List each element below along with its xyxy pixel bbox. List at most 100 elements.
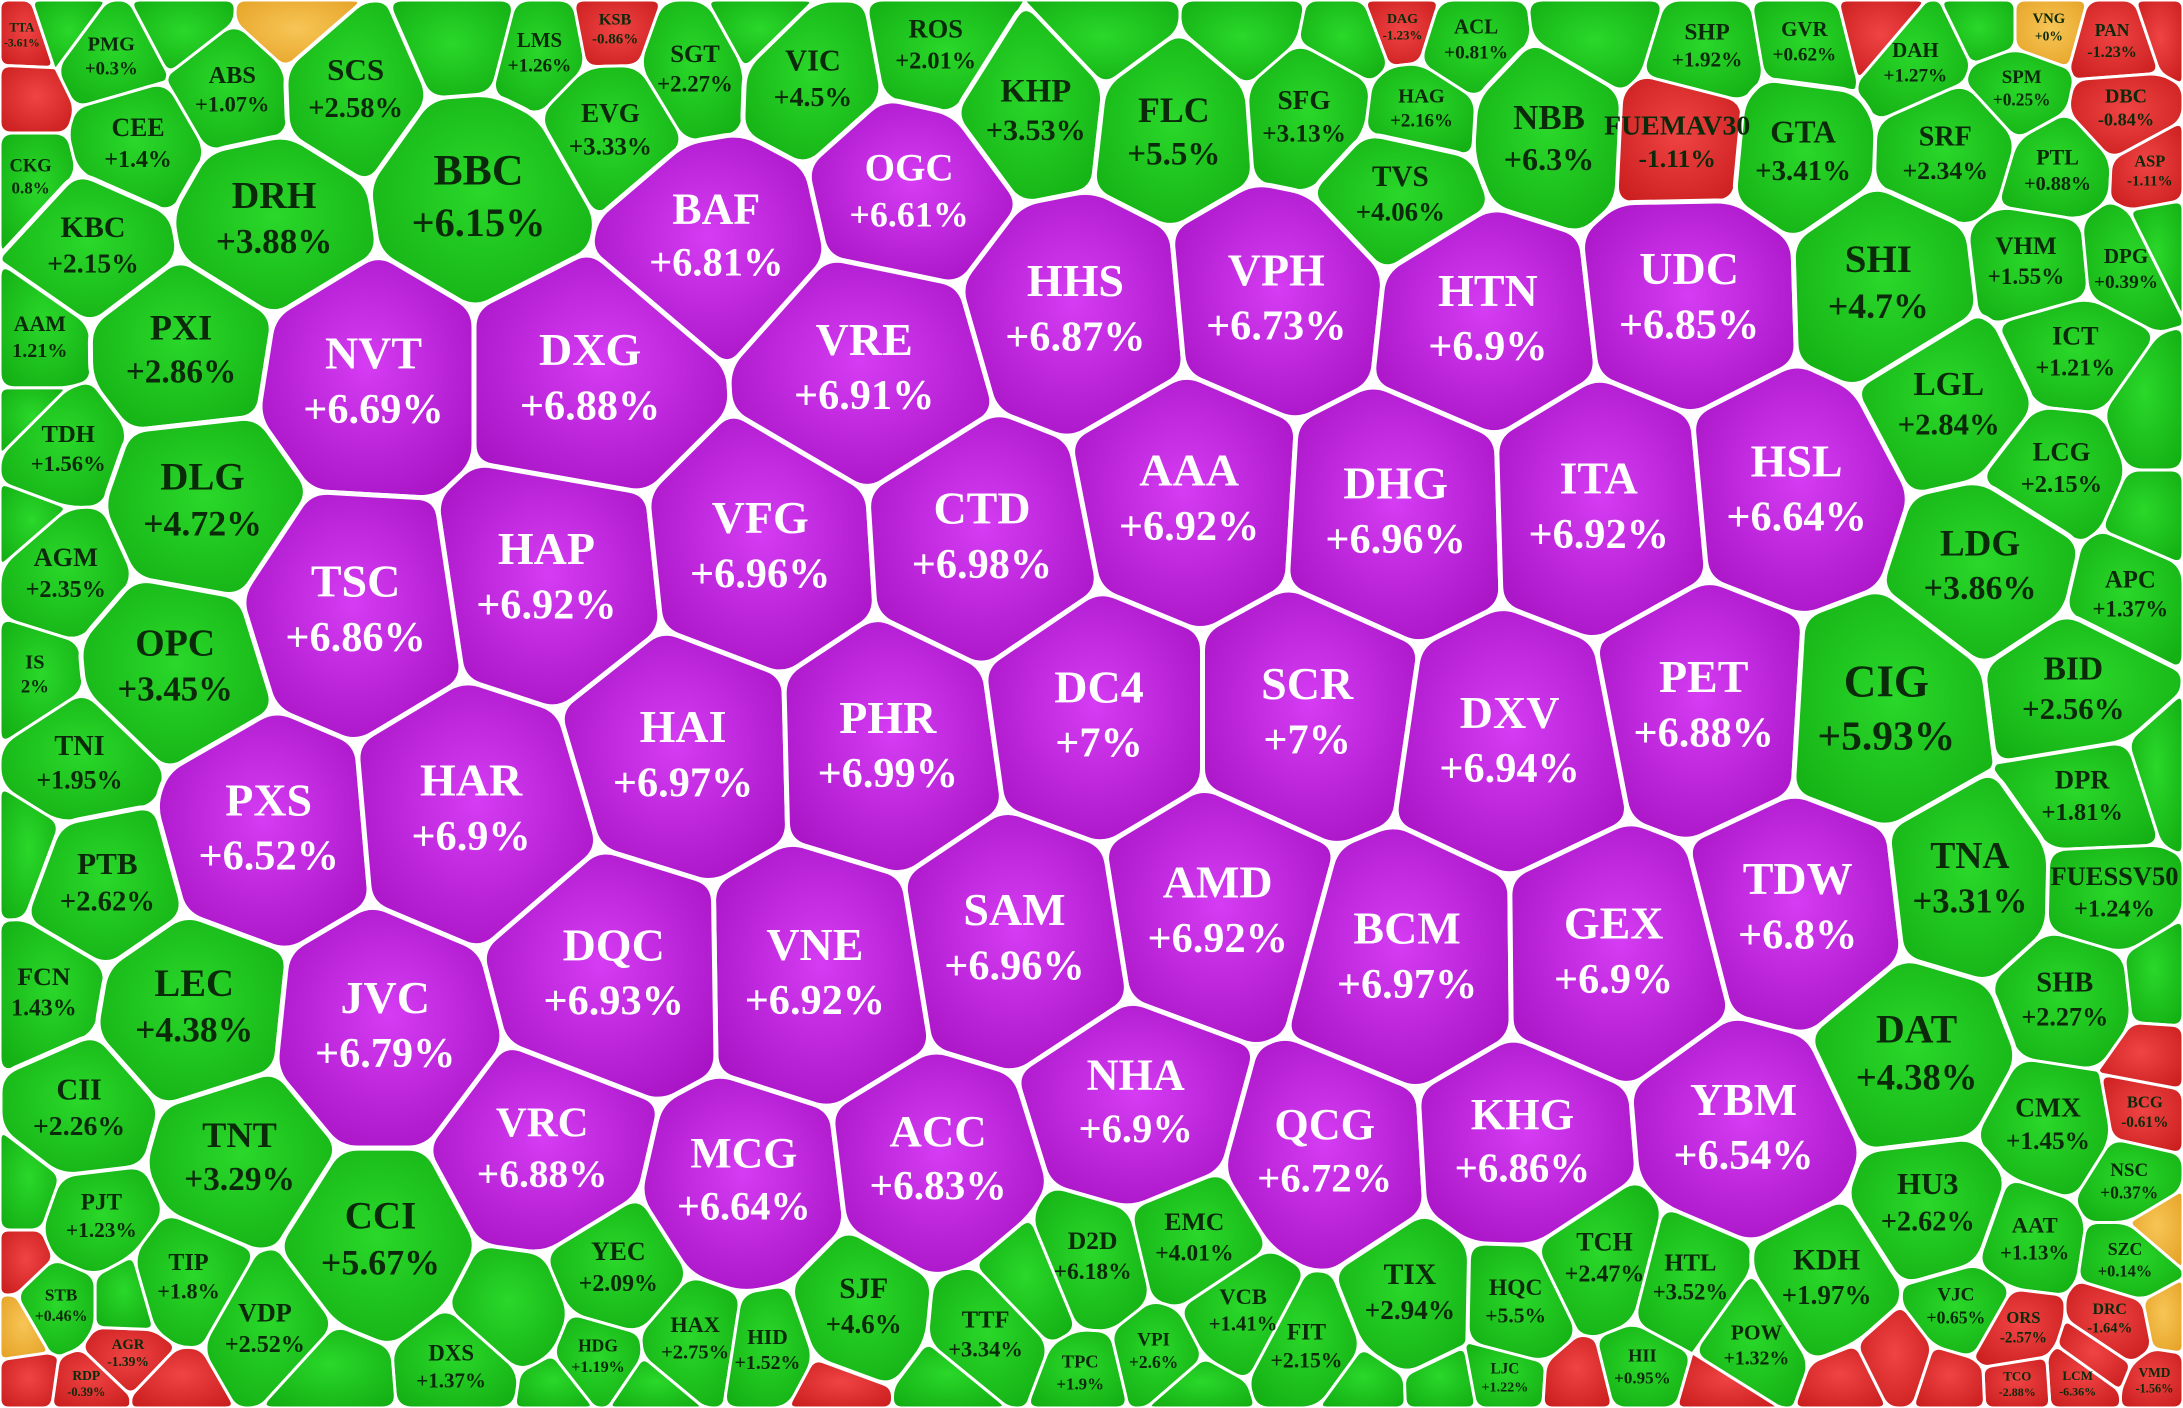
change-label-tnt: +3.29% — [184, 1161, 295, 1198]
change-label-hid: +1.52% — [735, 1352, 801, 1374]
ticker-label-cmx: CMX — [2015, 1092, 2081, 1123]
cell-vpi[interactable] — [1111, 1301, 1202, 1408]
heatmap-filler-cell — [2129, 1190, 2183, 1269]
ticker-label-dxv: DXV — [1460, 687, 1560, 738]
change-label-drh: +3.88% — [216, 222, 332, 261]
ticker-label-vpi: VPI — [1137, 1330, 1170, 1351]
heatmap-labels: TTA -3.61% PMG +0.3% ABS +1.07% SCS +2.58% SGT +2… — [4, 10, 2179, 1400]
ticker-label-pan: PAN — [2095, 20, 2130, 40]
ticker-label-aat: AAT — [2012, 1212, 2058, 1237]
change-label-hax: +2.75% — [661, 1341, 729, 1363]
cell-hag[interactable] — [1365, 62, 1477, 156]
ticker-label-hsl: HSL — [1751, 435, 1843, 486]
ticker-label-ybm: YBM — [1690, 1074, 1797, 1125]
change-label-shb: +2.27% — [2021, 1002, 2108, 1031]
heatmap-filler-cell — [2102, 468, 2183, 564]
ticker-label-yec: YEC — [591, 1237, 646, 1266]
change-label-udc: +6.85% — [1619, 301, 1759, 348]
ticker-label-dlg: DLG — [160, 455, 245, 498]
change-label-vre: +6.91% — [794, 372, 934, 419]
ticker-label-vmd: VMD — [2139, 1365, 2171, 1380]
change-label-vcb: +1.41% — [1209, 1313, 1278, 1335]
ticker-label-ttf: TTF — [962, 1307, 1010, 1334]
ticker-label-hdg: HDG — [578, 1335, 618, 1355]
change-label-dhg: +6.96% — [1325, 516, 1465, 563]
ticker-label-vic: VIC — [785, 43, 841, 77]
change-label-vic: +4.5% — [774, 82, 853, 113]
change-label-fit: +2.15% — [1271, 1348, 1343, 1372]
ticker-label-ctd: CTD — [933, 483, 1030, 534]
change-label-pjt: +1.23% — [66, 1218, 137, 1242]
ticker-label-ors: ORS — [2006, 1308, 2040, 1327]
change-label-ldg: +3.86% — [1924, 570, 2037, 607]
ticker-label-opc: OPC — [135, 623, 215, 665]
ticker-label-spm: SPM — [2002, 67, 2042, 88]
change-label-cci: +5.67% — [321, 1243, 440, 1283]
cell-fit[interactable] — [1248, 1269, 1360, 1408]
cell-dah[interactable] — [1855, 0, 1971, 120]
ticker-label-srf: SRF — [1919, 122, 1972, 153]
ticker-label-tix: TIX — [1384, 1259, 1437, 1291]
cell-is[interactable] — [0, 618, 85, 742]
ticker-label-nbb: NBB — [1513, 98, 1585, 137]
change-label-ljc: +1.22% — [1482, 1379, 1529, 1395]
change-label-vdp: +2.52% — [225, 1332, 305, 1358]
ticker-label-sjf: SJF — [839, 1273, 888, 1305]
change-label-shp: +1.92% — [1672, 48, 1743, 72]
ticker-label-lec: LEC — [154, 963, 234, 1005]
change-label-vph: +6.73% — [1206, 303, 1346, 350]
heatmap-filler-cell — [0, 386, 66, 454]
ticker-label-pxs: PXS — [225, 774, 312, 825]
ticker-label-rdp: RDP — [72, 1368, 100, 1383]
ticker-label-hax: HAX — [670, 1312, 720, 1337]
ticker-label-d2d: D2D — [1068, 1226, 1118, 1255]
ticker-label-ptb: PTB — [77, 846, 137, 881]
heatmap-filler-cell — [0, 1293, 49, 1361]
cell-dxv[interactable] — [1393, 606, 1629, 877]
ticker-label-vre: VRE — [816, 314, 913, 365]
change-label-emc: +4.01% — [1155, 1241, 1233, 1267]
change-label-tna: +3.31% — [1913, 883, 2028, 921]
change-label-jvc: +6.79% — [315, 1030, 455, 1077]
heatmap-filler-cell — [0, 483, 66, 565]
cell-vne[interactable] — [711, 841, 932, 1109]
change-label-fuemav30: -1.11% — [1638, 144, 1716, 173]
ticker-label-vne: VNE — [766, 919, 863, 970]
change-label-stb: +0.46% — [35, 1308, 88, 1325]
change-label-nvt: +6.69% — [303, 386, 443, 433]
change-label-tpc: +1.9% — [1056, 1374, 1104, 1393]
cell-vmd[interactable] — [2118, 1348, 2183, 1408]
change-label-sjf: +4.6% — [826, 1309, 902, 1339]
ticker-label-pet: PET — [1659, 651, 1748, 702]
heatmap-filler-cell — [1178, 0, 1306, 84]
cell-ksb[interactable] — [573, 0, 661, 69]
ticker-label-hhs: HHS — [1027, 255, 1124, 306]
change-label-tsc: +6.86% — [285, 614, 425, 661]
cell-vdp[interactable] — [204, 1247, 332, 1408]
change-label-ogc: +6.61% — [849, 195, 969, 235]
ticker-label-dhg: DHG — [1343, 458, 1448, 509]
ticker-label-tdh: TDH — [42, 421, 95, 448]
change-label-ybm: +6.54% — [1673, 1132, 1813, 1179]
ticker-label-vjc: VJC — [1937, 1285, 1974, 1306]
change-label-ors: -2.57% — [2000, 1330, 2047, 1347]
cell-cig[interactable] — [1791, 589, 1998, 828]
ticker-label-pmg: PMG — [88, 33, 136, 55]
change-label-vng: +0% — [2035, 28, 2063, 43]
ticker-label-fit: FIT — [1287, 1320, 1327, 1346]
ticker-label-hag: HAG — [1398, 86, 1445, 108]
change-label-aaa: +6.92% — [1119, 503, 1259, 550]
change-label-apc: +1.37% — [2092, 597, 2168, 622]
change-label-vjc: +0.65% — [1927, 1307, 1986, 1327]
ticker-label-vph: VPH — [1228, 244, 1325, 295]
ticker-label-emc: EMC — [1164, 1207, 1224, 1236]
ticker-label-tip: TIP — [168, 1250, 208, 1276]
ticker-label-dxg: DXG — [539, 324, 641, 375]
change-label-d2d: +6.18% — [1054, 1259, 1132, 1285]
ticker-label-vfg: VFG — [712, 492, 809, 543]
change-label-scs: +2.58% — [308, 93, 403, 124]
ticker-label-evg: EVG — [581, 98, 640, 128]
ticker-label-lcg: LCG — [2033, 437, 2091, 467]
ticker-label-htl: HTL — [1664, 1249, 1716, 1276]
change-label-khp: +3.53% — [986, 113, 1086, 147]
